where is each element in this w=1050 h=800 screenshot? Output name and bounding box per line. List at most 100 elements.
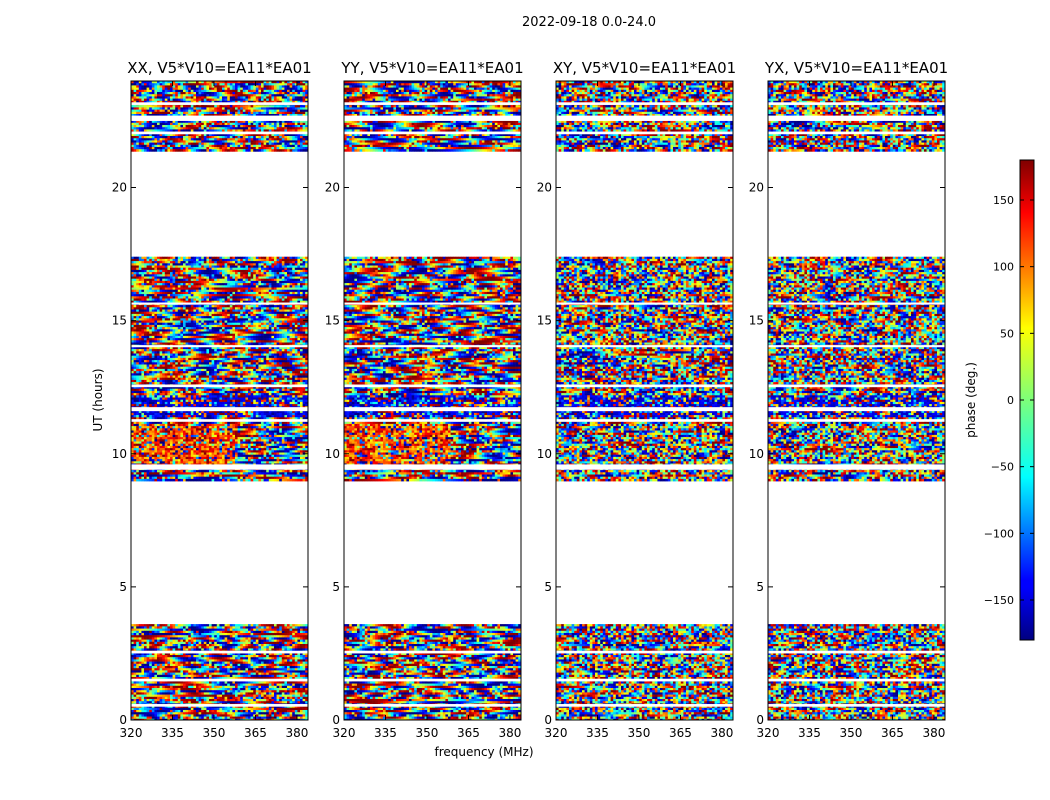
blank-row	[344, 131, 521, 135]
y-tick-label: 10	[325, 447, 340, 461]
blank-row	[556, 704, 733, 707]
y-tick-label: 20	[325, 181, 340, 195]
y-tick-label: 0	[332, 713, 340, 727]
blank-row	[768, 115, 945, 121]
blank-row	[556, 115, 733, 121]
y-tick-label: 10	[749, 447, 764, 461]
blank-row	[344, 384, 521, 388]
panel-frame	[767, 80, 946, 721]
colorbar-tick-label: −50	[991, 461, 1014, 474]
blank-row	[131, 102, 308, 105]
blank-row	[344, 407, 521, 412]
x-tick-label: 350	[203, 726, 226, 740]
panels-group: XX, V5*V10=EA11*EA01 0 5 10 15 20 320 335 350 365…	[112, 59, 948, 740]
blank-row	[131, 302, 308, 305]
heatmap-cells	[768, 81, 945, 720]
blank-row	[768, 384, 945, 388]
blank-row	[344, 302, 521, 305]
blank-row	[556, 102, 733, 105]
y-tick-label: 0	[119, 713, 127, 727]
colorbar-tick-label: −100	[984, 527, 1014, 540]
blank-row	[768, 704, 945, 707]
x-tick-label: 320	[757, 726, 780, 740]
x-tick-label: 350	[840, 726, 863, 740]
colorbar-label: phase (deg.)	[964, 362, 978, 438]
blank-row	[344, 102, 521, 105]
y-tick-label: 0	[756, 713, 764, 727]
blank-row	[556, 650, 733, 654]
x-tick-label: 380	[498, 726, 521, 740]
y-tick-label: 15	[537, 314, 552, 328]
blank-row	[768, 419, 945, 422]
y-axis-label: UT (hours)	[91, 368, 105, 431]
x-axis-label: frequency (MHz)	[434, 745, 533, 759]
blank-row	[768, 678, 945, 682]
y-tick-label: 5	[544, 580, 552, 594]
blank-row	[131, 115, 308, 121]
x-tick-label: 335	[161, 726, 184, 740]
colorbar: 150 100 50 0 −50 −100 −150 phase (deg.)	[964, 159, 1035, 641]
x-tick-label: 350	[416, 726, 439, 740]
panel-frame	[130, 80, 309, 721]
blank-row	[768, 407, 945, 412]
blank-row	[344, 678, 521, 682]
blank-row	[344, 345, 521, 348]
x-tick-label: 320	[545, 726, 568, 740]
blank-row	[131, 650, 308, 654]
blank-row	[131, 464, 308, 470]
blank-row	[556, 407, 733, 412]
colorbar-tick-label: 100	[993, 261, 1014, 274]
y-tick-label: 5	[332, 580, 340, 594]
blank-row	[556, 464, 733, 470]
blank-row	[344, 115, 521, 121]
x-tick-label: 320	[333, 726, 356, 740]
blank-row	[344, 419, 521, 422]
blank-row	[131, 345, 308, 348]
blank-row	[556, 678, 733, 682]
panel-1: YY, V5*V10=EA11*EA01 0 5 10 15 20 320 335 350 365…	[325, 59, 524, 740]
x-tick-label: 320	[120, 726, 143, 740]
x-tick-label: 380	[922, 726, 945, 740]
colorbar-tick-label: −150	[984, 594, 1014, 607]
y-tick-label: 15	[749, 314, 764, 328]
blank-row	[768, 302, 945, 305]
y-tick-label: 10	[537, 447, 552, 461]
panel-3: YX, V5*V10=EA11*EA01 0 5 10 15 20 320 335 350 365…	[749, 59, 948, 740]
x-tick-label: 335	[586, 726, 609, 740]
blank-row	[344, 704, 521, 707]
colorbar-tick-label: 150	[993, 194, 1014, 207]
blank-row	[131, 678, 308, 682]
blank-row	[131, 407, 308, 412]
blank-row	[344, 464, 521, 470]
y-tick-label: 10	[112, 447, 127, 461]
x-tick-label: 335	[374, 726, 397, 740]
panel-frame	[555, 80, 734, 721]
panel-title: XY, V5*V10=EA11*EA01	[553, 59, 736, 77]
blank-row	[768, 131, 945, 135]
panel-title: XX, V5*V10=EA11*EA01	[127, 59, 311, 77]
blank-row	[131, 384, 308, 388]
blank-row	[556, 345, 733, 348]
x-tick-label: 350	[628, 726, 651, 740]
blank-row	[556, 419, 733, 422]
y-tick-label: 0	[544, 713, 552, 727]
y-tick-label: 20	[112, 181, 127, 195]
y-tick-label: 15	[112, 314, 127, 328]
panel-2: XY, V5*V10=EA11*EA01 0 5 10 15 20 320 335 350 365…	[537, 59, 736, 740]
x-tick-label: 335	[798, 726, 821, 740]
heatmap-cells	[556, 81, 733, 720]
blank-row	[556, 302, 733, 305]
blank-row	[768, 345, 945, 348]
blank-row	[344, 650, 521, 654]
blank-row	[131, 419, 308, 422]
panel-frame	[343, 80, 522, 721]
colorbar-tick-label: 0	[1007, 394, 1014, 407]
blank-row	[768, 650, 945, 654]
heatmap-cells	[131, 81, 308, 720]
x-tick-label: 365	[881, 726, 904, 740]
blank-row	[556, 384, 733, 388]
blank-row	[131, 131, 308, 135]
y-tick-label: 15	[325, 314, 340, 328]
y-tick-label: 20	[749, 181, 764, 195]
